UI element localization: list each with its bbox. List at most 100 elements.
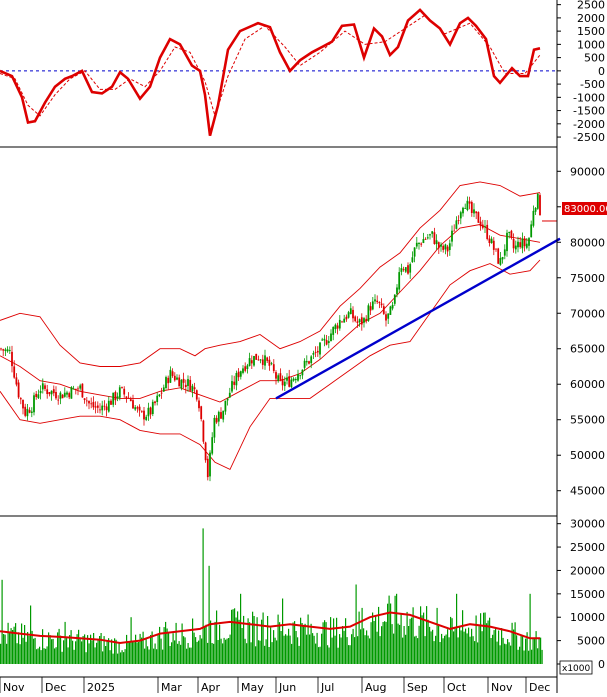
volume-bar (318, 647, 320, 664)
volume-bar (498, 630, 500, 664)
candle-body (107, 400, 110, 412)
volume-bar (514, 622, 516, 664)
volume-bar (109, 650, 111, 664)
candle-body (451, 230, 453, 242)
candle-body (358, 319, 361, 323)
candle-body (512, 239, 515, 249)
candle-body (464, 208, 467, 209)
candle-body (283, 381, 286, 387)
candle (365, 315, 368, 324)
volume-bar (196, 641, 198, 664)
volume-bar (115, 639, 117, 664)
candle-body (409, 264, 412, 273)
candle (376, 295, 379, 304)
candle (519, 237, 522, 249)
volume-bar (34, 637, 36, 664)
candle-body (132, 400, 134, 409)
volume-bar (430, 631, 432, 664)
candle (316, 346, 319, 357)
volume-bar (226, 638, 228, 664)
volume-bar (180, 644, 182, 664)
candle-body (468, 201, 471, 204)
volume-bar (334, 635, 336, 664)
candle (382, 303, 385, 315)
candle-body (477, 212, 480, 223)
x-tick-label: Dec (529, 681, 550, 693)
candle-body (380, 303, 383, 306)
volume-bar (174, 640, 176, 664)
volume-bar (93, 633, 95, 664)
volume-bar (525, 638, 527, 664)
candle-body (422, 239, 425, 243)
volume-bar (52, 638, 54, 664)
candle (24, 403, 27, 418)
volume-bar (297, 637, 299, 664)
candle (74, 388, 77, 395)
candle (217, 410, 220, 427)
candle (477, 211, 480, 223)
candle-body (363, 318, 365, 323)
candle-body (154, 401, 156, 404)
candle-body (457, 220, 460, 221)
candle (294, 377, 297, 384)
volume-bar (472, 636, 474, 664)
volume-bar (132, 640, 134, 664)
candle (184, 379, 187, 394)
volume-bar (369, 638, 371, 664)
candle (457, 215, 460, 225)
candle-body (308, 361, 310, 364)
volume-bar (342, 626, 344, 664)
candle-body (136, 407, 139, 409)
volume-bar (531, 649, 533, 664)
candle (187, 375, 189, 392)
candle-body (83, 398, 86, 400)
candle (312, 350, 315, 359)
candle-body (237, 371, 240, 378)
volume-bar (247, 618, 249, 664)
candle-body (37, 394, 40, 399)
volume-bar (270, 627, 272, 664)
candle-body (391, 304, 394, 309)
volume-unit-box (559, 660, 593, 675)
candle (162, 384, 165, 392)
volume-bar (102, 651, 104, 664)
candle-body (499, 258, 502, 265)
volume-bar (481, 631, 483, 664)
candle (404, 267, 407, 273)
volume-bar (466, 633, 468, 664)
candle-body (28, 410, 31, 413)
candle-body (92, 401, 95, 408)
candle-body (446, 246, 449, 252)
volume-bar (475, 615, 477, 664)
macd-line (0, 8, 541, 137)
volume-bar (76, 634, 78, 664)
volume-bar (264, 645, 266, 664)
volume-bar (313, 635, 315, 664)
candle (81, 383, 84, 398)
candle-body (24, 406, 27, 416)
volume-bar (526, 632, 528, 664)
candle-body (200, 406, 203, 420)
volume-bar (351, 634, 353, 664)
y-tick-label: 25000 (570, 541, 605, 554)
y-tick-label: 80000 (570, 236, 605, 249)
candle-body (536, 193, 539, 209)
candle-body (517, 241, 519, 248)
volume-bar (25, 641, 27, 664)
volume-bar (373, 621, 375, 664)
candle (239, 370, 242, 380)
volume-bar (483, 612, 485, 664)
volume-bar (406, 611, 408, 664)
candle (442, 244, 445, 253)
candle (200, 405, 203, 422)
candle (105, 403, 108, 417)
bollinger-lower-band (0, 259, 541, 470)
volume-bar (409, 618, 411, 664)
candle (534, 207, 537, 215)
volume-bar (402, 637, 404, 664)
candle (178, 374, 181, 387)
candle (242, 365, 244, 375)
candle-body (52, 389, 55, 394)
y-tick-label: -1000 (573, 91, 605, 104)
candle-body (68, 393, 71, 398)
